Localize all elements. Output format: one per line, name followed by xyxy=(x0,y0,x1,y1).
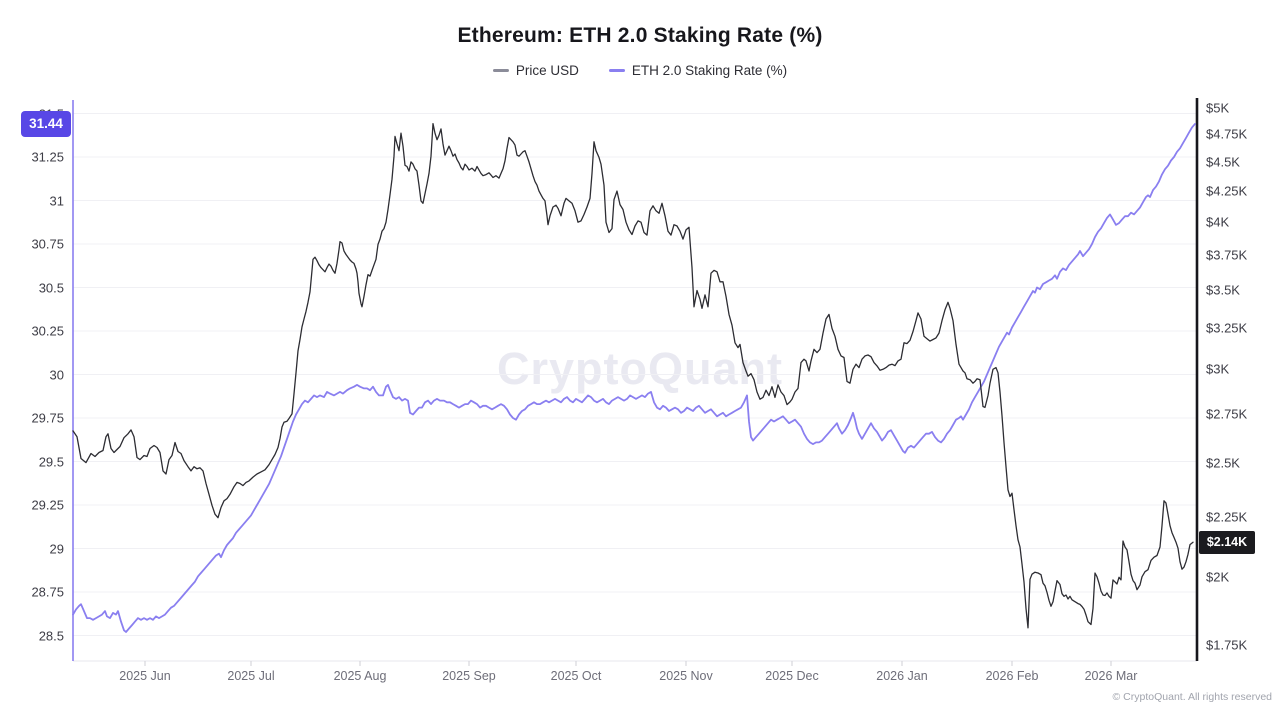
left-axis-tick-label: 29.75 xyxy=(31,410,64,426)
right-axis-tick-label: $2K xyxy=(1206,569,1230,585)
right-axis-tick-label: $4.25K xyxy=(1206,183,1248,199)
right-axis-tick-label: $4K xyxy=(1206,214,1230,230)
series-line-price-usd xyxy=(72,122,1194,629)
right-axis-tick-label: $3.5K xyxy=(1206,282,1240,298)
left-axis-tick-label: 30.75 xyxy=(31,236,64,252)
right-axis-tick-label: $4.5K xyxy=(1206,154,1240,170)
chart-legend: Price USD ETH 2.0 Staking Rate (%) xyxy=(0,63,1280,78)
legend-item-price-usd[interactable]: Price USD xyxy=(492,63,579,78)
right-axis-tick-label: $5K xyxy=(1206,100,1230,116)
right-axis-tick-label: $1.75K xyxy=(1206,637,1248,653)
price-last-value-badge: $2.14K xyxy=(1199,530,1255,554)
legend-dash-icon xyxy=(608,69,625,72)
x-axis-tick-label: 2025 Sep xyxy=(442,669,496,683)
left-axis-tick-label: 30.5 xyxy=(38,280,64,295)
right-axis-tick-label: $2.5K xyxy=(1206,455,1240,471)
x-axis-tick-label: 2026 Feb xyxy=(985,669,1039,683)
series-line-staking-rate xyxy=(72,123,1196,633)
x-axis-tick-label: 2025 Jun xyxy=(119,669,171,683)
copyright-text: © CryptoQuant. All rights reserved xyxy=(1112,691,1272,703)
x-axis-tick-label: 2025 Oct xyxy=(550,669,602,683)
legend-dash-icon xyxy=(492,69,509,72)
left-axis-tick-label: 31.25 xyxy=(31,149,64,165)
right-axis-tick-label: $2.25K xyxy=(1206,509,1248,525)
legend-label: ETH 2.0 Staking Rate (%) xyxy=(631,63,788,78)
right-axis-tick-label: $3K xyxy=(1206,361,1230,377)
left-axis-tick-label: 30.25 xyxy=(31,323,64,339)
x-axis-tick-label: 2026 Mar xyxy=(1084,669,1138,683)
legend-label: Price USD xyxy=(515,63,579,78)
left-axis-tick-label: 29 xyxy=(49,541,64,556)
x-axis-tick-label: 2025 Dec xyxy=(765,669,819,683)
left-axis-tick-label: 31 xyxy=(49,193,64,208)
left-axis-tick-label: 30 xyxy=(49,367,64,382)
x-axis-tick-label: 2025 Jul xyxy=(227,669,275,683)
left-axis-tick-label: 28.75 xyxy=(31,584,64,600)
right-axis-tick-label: $3.25K xyxy=(1206,320,1248,336)
right-axis-tick-label: $3.75K xyxy=(1206,247,1248,263)
right-axis-tick-label: $4.75K xyxy=(1206,126,1248,142)
x-axis-tick-label: 2025 Nov xyxy=(659,669,713,683)
right-axis-tick-label: $2.75K xyxy=(1206,406,1248,422)
page-title: Ethereum: ETH 2.0 Staking Rate (%) xyxy=(457,24,823,47)
left-axis-tick-label: 29.5 xyxy=(38,454,64,469)
left-axis-tick-label: 28.5 xyxy=(38,628,64,643)
x-axis-tick-label: 2025 Aug xyxy=(333,669,387,683)
left-axis-tick-label: 29.25 xyxy=(31,497,64,513)
staking-last-value-badge: 31.44 xyxy=(21,110,71,137)
x-axis-tick-label: 2026 Jan xyxy=(876,669,928,683)
legend-item-staking-rate[interactable]: ETH 2.0 Staking Rate (%) xyxy=(608,63,788,78)
